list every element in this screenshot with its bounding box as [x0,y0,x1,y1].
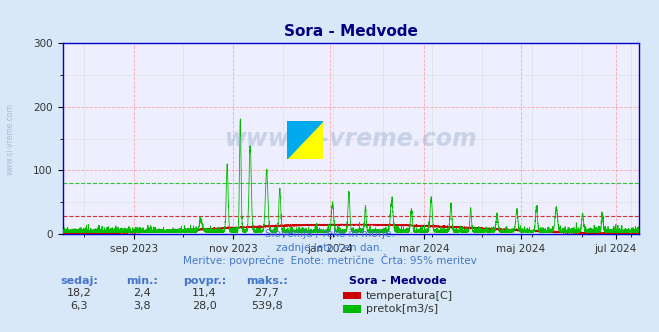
Text: Meritve: povprečne  Enote: metrične  Črta: 95% meritev: Meritve: povprečne Enote: metrične Črta:… [183,254,476,266]
Polygon shape [287,121,323,159]
Text: 18,2: 18,2 [67,288,92,298]
Text: maks.:: maks.: [246,276,288,286]
Text: www.si-vreme.com: www.si-vreme.com [5,104,14,175]
Text: temperatura[C]: temperatura[C] [366,291,453,301]
Text: www.si-vreme.com: www.si-vreme.com [225,126,477,151]
Text: pretok[m3/s]: pretok[m3/s] [366,304,438,314]
Polygon shape [287,121,323,159]
Text: 3,8: 3,8 [133,301,150,311]
Text: 2,4: 2,4 [133,288,150,298]
Title: Sora - Medvode: Sora - Medvode [284,24,418,39]
Text: 11,4: 11,4 [192,288,217,298]
Text: 6,3: 6,3 [71,301,88,311]
Text: Sora - Medvode: Sora - Medvode [349,276,447,286]
Text: 539,8: 539,8 [251,301,283,311]
Text: zadnje leto / en dan.: zadnje leto / en dan. [276,243,383,253]
Text: Slovenija / reke in morje.: Slovenija / reke in morje. [264,229,395,239]
Text: sedaj:: sedaj: [60,276,98,286]
Text: 28,0: 28,0 [192,301,217,311]
Text: min.:: min.: [126,276,158,286]
Text: povpr.:: povpr.: [183,276,226,286]
Text: 27,7: 27,7 [254,288,279,298]
